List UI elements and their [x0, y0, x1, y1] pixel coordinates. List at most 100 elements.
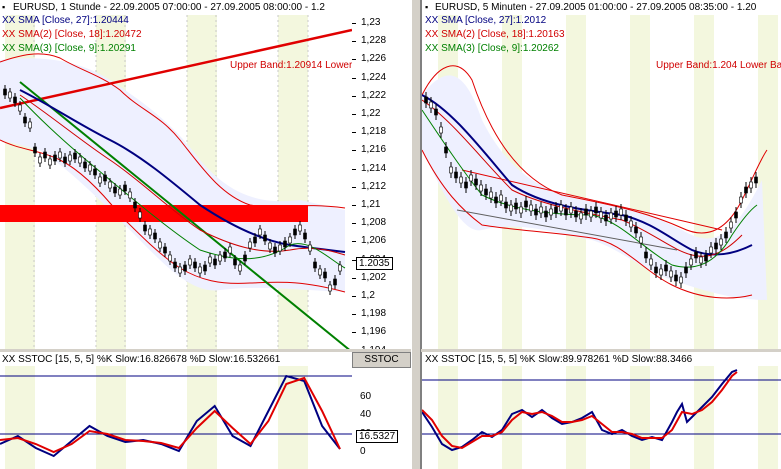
- candle-body: [63, 156, 67, 164]
- candle-body: [674, 274, 678, 282]
- candle-body: [228, 246, 232, 254]
- candle-body: [484, 188, 488, 196]
- candle-body: [323, 271, 327, 279]
- candle-body: [669, 270, 673, 278]
- left-stoch-title[interactable]: XX SSTOC [15, 5, 5] %K Slow:16.826678 %D…: [2, 354, 281, 365]
- candle-body: [3, 88, 7, 96]
- candle-body: [689, 258, 693, 266]
- candle-body: [148, 228, 152, 236]
- candle-body: [188, 258, 192, 266]
- price-tick: 1,224: [361, 71, 387, 83]
- candle-body: [504, 201, 508, 209]
- candle-body: [609, 212, 613, 220]
- candle-body: [298, 224, 302, 232]
- price-tick-mark: [352, 41, 356, 43]
- stoch-tick-60: 60: [360, 391, 372, 402]
- right-chart-title: EURUSD, 5 Minuten - 27.09.2005 01:00:00 …: [435, 2, 757, 13]
- right-close-icon[interactable]: ▪: [425, 2, 429, 12]
- left-sma3-label[interactable]: XX SMA(3) [Close, 9]:1.20291: [2, 43, 136, 54]
- price-tick: 1,198: [361, 308, 387, 320]
- left-price-plot[interactable]: [0, 0, 352, 349]
- candle-body: [183, 264, 187, 272]
- candle-body: [163, 246, 167, 254]
- price-tick-mark: [352, 77, 356, 79]
- candle-body: [684, 266, 688, 274]
- candle-body: [143, 224, 147, 232]
- candle-body: [333, 278, 337, 286]
- price-tick: 1,194: [361, 345, 386, 349]
- price-tick: 1,206: [361, 235, 387, 247]
- candle-body: [624, 214, 628, 222]
- candle-body: [218, 254, 222, 262]
- price-tick: 1,2: [361, 290, 375, 301]
- candle-body: [53, 154, 57, 162]
- resistance-zone: [0, 205, 308, 222]
- candle-body: [499, 194, 503, 202]
- candle-body: [168, 254, 172, 262]
- price-tick-mark: [352, 59, 356, 61]
- left-price-axis[interactable]: 1,23 1,228 1,226 1,224 1,222 1,22 1,218 1,216 1,…: [352, 0, 411, 349]
- stoch-d-line: [0, 376, 341, 454]
- left-candles: [3, 85, 342, 295]
- candle-body: [514, 202, 518, 210]
- stoch-current-value: 16.5327: [356, 430, 399, 443]
- candle-body: [509, 204, 513, 212]
- candle-body: [18, 104, 22, 112]
- candle-body: [338, 264, 342, 272]
- stoch-tick-0: 0: [360, 446, 366, 457]
- candle-body: [248, 241, 252, 249]
- candle-body: [594, 206, 598, 214]
- price-tick-mark: [352, 259, 356, 261]
- candle-body: [454, 171, 458, 179]
- candle-body: [529, 204, 533, 212]
- candle-body: [479, 184, 483, 192]
- left-sma1-label[interactable]: XX SMA [Close, 27]:1.20444: [2, 15, 129, 26]
- candle-body: [554, 206, 558, 214]
- candle-body: [108, 181, 112, 189]
- right-stoch-chart[interactable]: XX SSTOC [15, 5, 5] %K Slow:89.978261 %D…: [421, 352, 781, 469]
- left-stoch-chart[interactable]: XX SSTOC [15, 5, 5] %K Slow:16.826678 %D…: [0, 352, 352, 469]
- price-tick-mark: [352, 205, 356, 206]
- candle-body: [659, 268, 663, 276]
- price-tick: 1,23: [361, 17, 381, 28]
- candle-body: [153, 232, 157, 240]
- candle-body: [283, 240, 287, 248]
- price-tick: 1,22: [361, 108, 381, 119]
- candle-body: [494, 196, 498, 204]
- window-splitter[interactable]: [411, 0, 421, 469]
- price-tick: 1,222: [361, 89, 387, 101]
- window-close-icon[interactable]: ▪: [2, 2, 6, 12]
- right-price-chart[interactable]: ▪ EURUSD, 5 Minuten - 27.09.2005 01:00:0…: [421, 0, 781, 349]
- right-stoch-title[interactable]: XX SSTOC [15, 5, 5] %K Slow:89.978261 %D…: [425, 354, 693, 365]
- left-upper-band-label: Upper Band:1.20914 Lower: [230, 60, 352, 71]
- right-sma1-label[interactable]: XX SMA [Close, 27]:1.2012: [425, 15, 547, 26]
- right-sma2-label[interactable]: XX SMA(2) [Close, 18]:1.20163: [425, 29, 565, 40]
- candle-body: [13, 96, 17, 104]
- candle-body: [559, 204, 563, 212]
- candle-body: [654, 266, 658, 274]
- candle-body: [123, 184, 127, 192]
- candle-body: [664, 264, 668, 272]
- left-sma2-label[interactable]: XX SMA(2) [Close, 18]:1.20472: [2, 29, 142, 40]
- candle-body: [734, 211, 738, 219]
- left-stoch-axis[interactable]: SSTOC 60 40 20 0 16.5327: [352, 352, 411, 469]
- candle-body: [133, 201, 137, 209]
- candle-body: [534, 208, 538, 216]
- candle-body: [649, 258, 653, 266]
- right-sma3-label[interactable]: XX SMA(3) [Close, 9]:1.20262: [425, 43, 559, 54]
- price-tick: 1,214: [361, 162, 387, 174]
- trend-line-down: [19, 81, 350, 349]
- candle-body: [709, 246, 713, 254]
- left-chart-title: EURUSD, 1 Stunde - 22.09.2005 07:00:00 -…: [13, 2, 325, 13]
- candle-body: [604, 214, 608, 222]
- candle-body: [213, 258, 217, 266]
- candle-body: [739, 196, 743, 204]
- left-price-chart[interactable]: EURUSD, 1 Stunde - 22.09.2005 07:00:00 -…: [0, 0, 352, 349]
- candle-body: [714, 242, 718, 250]
- price-tick: 1,196: [361, 326, 387, 338]
- candle-body: [544, 210, 548, 218]
- candle-body: [754, 176, 758, 184]
- stoch-tick-40: 40: [360, 409, 372, 420]
- candle-body: [639, 236, 643, 244]
- candle-body: [223, 251, 227, 259]
